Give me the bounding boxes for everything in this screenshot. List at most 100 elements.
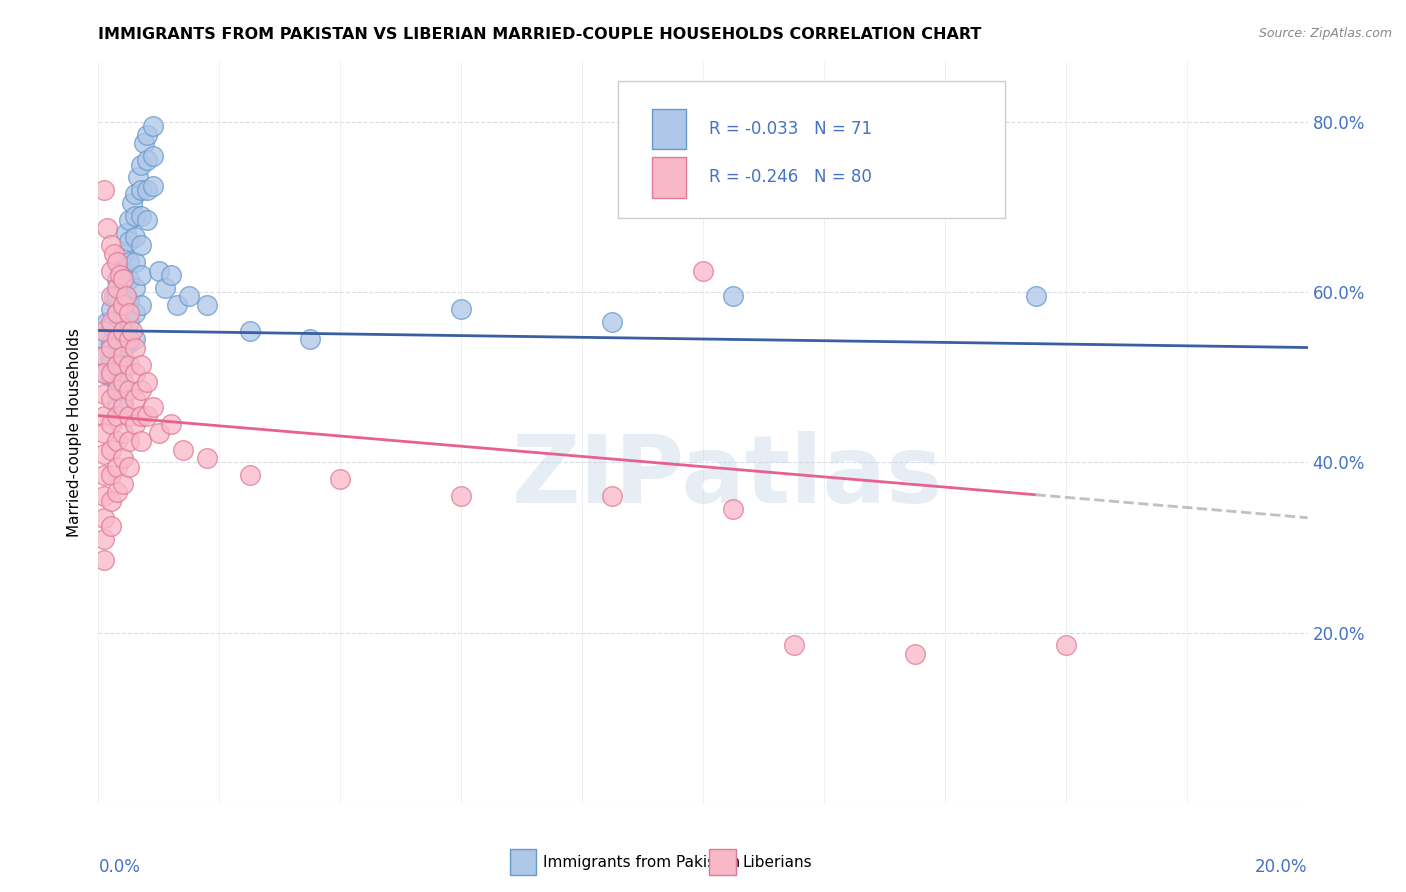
Text: 20.0%: 20.0% [1256, 858, 1308, 876]
Point [195, 451, 218, 466]
Point [111, 451, 134, 466]
Point [129, 434, 152, 449]
Point [602, 315, 624, 329]
Point [118, 459, 141, 474]
Point [100, 289, 122, 303]
Point [111, 375, 134, 389]
Point [100, 353, 122, 368]
Point [96, 221, 118, 235]
Bar [709, 848, 735, 875]
Point [124, 209, 146, 223]
Point [100, 319, 122, 334]
Point [100, 493, 122, 508]
Point [111, 272, 134, 286]
Point [121, 195, 143, 210]
Point [129, 209, 152, 223]
Point [105, 306, 128, 320]
Point [127, 170, 149, 185]
Point [105, 289, 128, 303]
Point [103, 247, 125, 261]
Point [118, 383, 141, 397]
Point [135, 212, 157, 227]
Point [118, 272, 141, 286]
Point [100, 468, 122, 483]
Point [135, 375, 157, 389]
FancyBboxPatch shape [619, 81, 1005, 218]
Point [129, 238, 152, 252]
Point [100, 370, 122, 384]
Point [100, 366, 122, 380]
Bar [509, 848, 536, 875]
Point [105, 332, 128, 346]
Point [124, 366, 146, 380]
Text: Source: ZipAtlas.com: Source: ZipAtlas.com [1258, 27, 1392, 40]
Point [124, 187, 146, 202]
Point [108, 268, 131, 283]
Point [105, 396, 128, 410]
Point [93, 490, 115, 504]
Point [111, 264, 134, 278]
Point [93, 324, 115, 338]
Point [450, 302, 472, 317]
Point [103, 289, 125, 303]
Point [105, 375, 128, 389]
Point [93, 409, 115, 423]
Point [129, 183, 152, 197]
Point [111, 247, 134, 261]
Point [93, 332, 115, 346]
Point [93, 510, 115, 524]
Point [111, 306, 134, 320]
Point [93, 425, 115, 440]
Point [179, 289, 201, 303]
Point [904, 647, 927, 661]
Point [723, 502, 745, 516]
Point [100, 302, 122, 317]
Point [135, 153, 157, 168]
Point [132, 136, 155, 151]
Point [124, 341, 146, 355]
Point [692, 264, 714, 278]
Point [118, 306, 141, 320]
Point [239, 324, 262, 338]
Text: ZIPatlas: ZIPatlas [512, 431, 943, 523]
Point [129, 298, 152, 312]
Point [148, 425, 170, 440]
Point [100, 392, 122, 406]
Point [195, 298, 218, 312]
Point [1054, 639, 1077, 653]
Point [105, 341, 128, 355]
Point [93, 447, 115, 461]
Point [160, 268, 183, 283]
Point [783, 639, 806, 653]
Point [118, 409, 141, 423]
Point [148, 264, 170, 278]
Point [93, 349, 115, 363]
Point [111, 358, 134, 372]
Point [96, 315, 118, 329]
Point [118, 212, 141, 227]
Point [100, 417, 122, 431]
Point [105, 306, 128, 320]
Point [124, 417, 146, 431]
Point [172, 442, 194, 457]
Point [124, 230, 146, 244]
Point [105, 272, 128, 286]
Point [100, 341, 122, 355]
Point [118, 332, 141, 346]
Point [142, 120, 165, 134]
Point [105, 324, 128, 338]
Point [93, 553, 115, 567]
Point [118, 336, 141, 351]
Point [111, 400, 134, 414]
Point [100, 442, 122, 457]
Point [100, 315, 122, 329]
Point [299, 332, 322, 346]
Point [129, 409, 152, 423]
Point [105, 358, 128, 372]
Point [105, 485, 128, 500]
Point [135, 183, 157, 197]
Point [129, 157, 152, 171]
Point [93, 366, 115, 380]
Text: Liberians: Liberians [742, 855, 813, 870]
Point [93, 468, 115, 483]
